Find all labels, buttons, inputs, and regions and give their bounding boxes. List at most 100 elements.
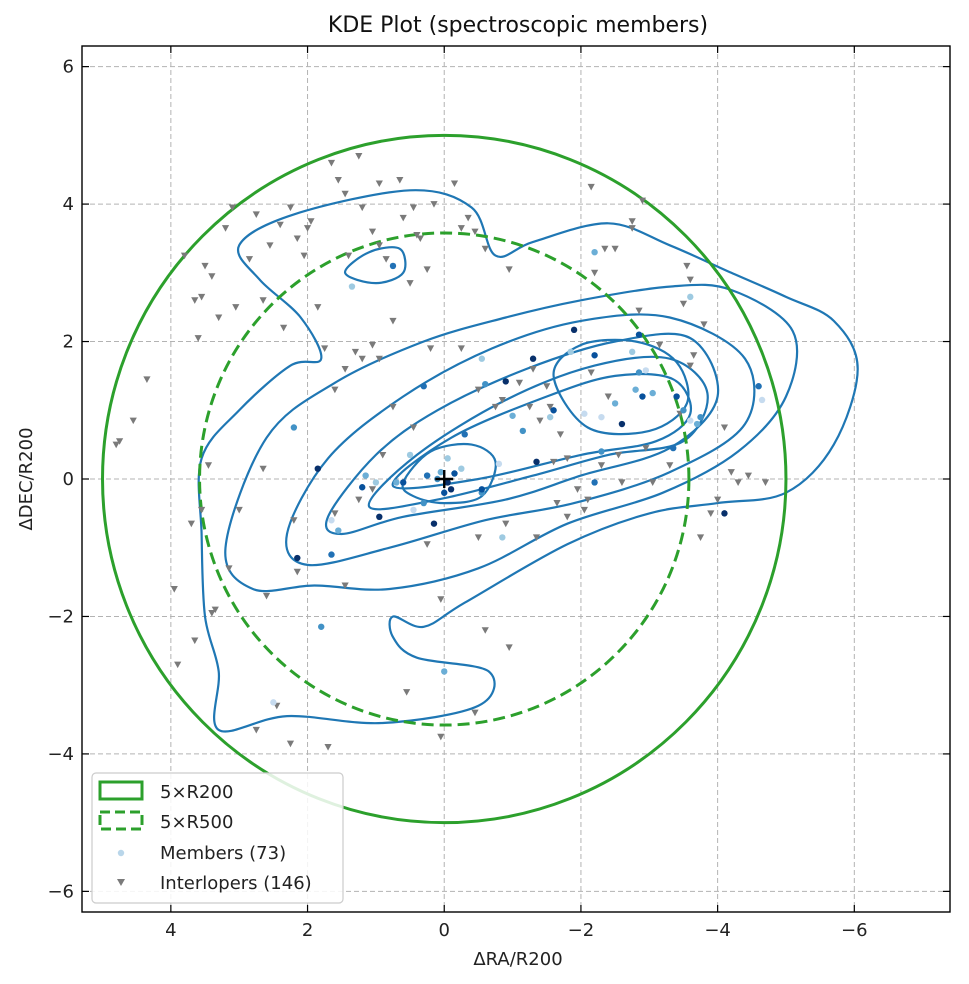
interloper-point <box>655 341 664 349</box>
interloper-point <box>597 462 606 469</box>
interloper-point <box>526 403 534 411</box>
y-tick-label: −6 <box>47 881 74 902</box>
member-point <box>499 534 506 541</box>
kde-contour-8 <box>552 338 690 436</box>
interloper-point <box>666 462 674 469</box>
interloper-point <box>553 500 561 507</box>
member-point <box>482 380 489 388</box>
interloper-point <box>143 376 151 383</box>
interloper-point <box>761 479 770 487</box>
interloper-point <box>331 386 339 394</box>
member-point <box>567 348 574 356</box>
circle-5xr200 <box>101 133 788 825</box>
member-point <box>509 412 516 419</box>
member-point <box>618 420 626 428</box>
interloper-point <box>194 335 202 342</box>
member-point <box>680 407 687 414</box>
interloper-point <box>252 211 260 218</box>
x-axis-label: ΔRA/R200 <box>473 949 562 970</box>
interloper-point <box>543 383 551 390</box>
member-point <box>529 355 537 362</box>
interloper-point <box>198 293 206 301</box>
member-point <box>478 355 486 362</box>
interloper-point <box>683 262 691 270</box>
interloper-point <box>649 479 657 487</box>
interloper-point <box>734 479 742 487</box>
interloper-point <box>437 733 445 741</box>
interloper-point <box>221 225 230 232</box>
interloper-point <box>406 280 414 287</box>
kde-contour-7 <box>344 246 407 285</box>
member-point <box>755 383 762 390</box>
interloper-point <box>290 517 298 524</box>
interloper-point <box>208 273 216 280</box>
interloper-point <box>464 214 472 222</box>
interloper-point <box>744 472 752 480</box>
interloper-point <box>474 534 483 542</box>
interloper-point <box>334 177 342 184</box>
chart-title: KDE Plot (spectroscopic members) <box>328 13 708 38</box>
member-point <box>348 283 356 290</box>
interloper-point <box>601 245 609 253</box>
interloper-point <box>590 269 599 277</box>
member-point <box>697 413 704 421</box>
legend: 5×R200 5×R500 Members (73) Interlopers (… <box>91 772 344 904</box>
axis-ticks: 4 2 0 −2 −4 −6 6 4 2 0 −2 −4 −6 <box>47 46 950 941</box>
interloper-point <box>611 245 619 253</box>
y-tick-label: 4 <box>63 194 74 215</box>
interloper-point <box>201 262 209 270</box>
interloper-point <box>321 345 329 353</box>
interloper-point <box>556 431 565 438</box>
interloper-point <box>505 644 513 651</box>
interloper-point <box>532 534 541 542</box>
interloper-point <box>211 606 219 614</box>
member-point <box>639 393 646 400</box>
interloper-point <box>191 297 199 304</box>
interloper-point <box>344 252 353 260</box>
member-point <box>591 248 598 256</box>
interloper-point <box>112 441 120 449</box>
member-point <box>376 513 383 521</box>
interloper-point <box>262 592 271 600</box>
member-point <box>533 458 540 466</box>
kde-contour-2 <box>285 313 756 567</box>
interloper-point <box>536 417 544 425</box>
interloper-point <box>280 324 288 332</box>
member-point <box>495 460 503 468</box>
member-point <box>410 506 417 514</box>
interloper-point <box>642 445 650 452</box>
member-point <box>430 520 438 527</box>
interloper-point <box>426 345 435 353</box>
interloper-point <box>502 520 510 528</box>
member-point <box>393 479 400 486</box>
radius-circles <box>101 133 788 825</box>
interloper-point <box>580 506 588 514</box>
y-axis-label: ΔDEC/R200 <box>16 427 37 530</box>
interloper-point <box>430 201 438 208</box>
interloper-point <box>375 242 383 249</box>
interloper-point <box>471 709 479 717</box>
interloper-point <box>563 513 571 521</box>
interloper-point <box>225 565 233 572</box>
interloper-point <box>204 462 213 469</box>
kde-contour-1 <box>224 283 799 593</box>
interloper-point <box>690 352 698 359</box>
interloper-point <box>727 469 735 476</box>
interloper-point <box>307 218 315 225</box>
interloper-point <box>573 486 582 493</box>
interloper-point <box>368 228 377 236</box>
interloper-point <box>587 183 595 191</box>
member-point <box>444 455 451 462</box>
interloper-point <box>314 304 322 311</box>
interloper-point <box>191 637 199 645</box>
interloper-point <box>355 496 363 504</box>
member-point <box>632 386 639 393</box>
interloper-point <box>679 300 688 308</box>
interloper-point <box>327 159 336 167</box>
interloper-point <box>358 204 366 212</box>
interloper-point <box>563 455 571 462</box>
legend-label-r500: 5×R500 <box>160 812 233 833</box>
interloper-point <box>341 190 349 198</box>
member-point <box>687 417 694 424</box>
